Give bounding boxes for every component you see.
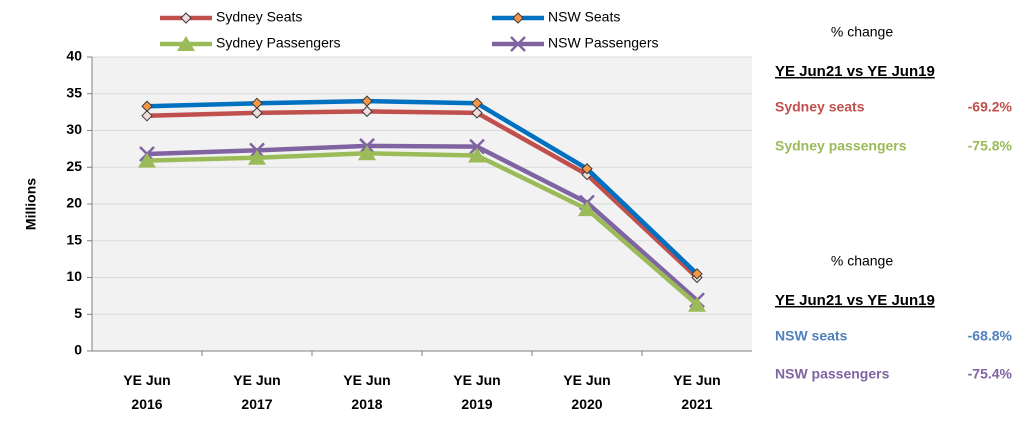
marker bbox=[469, 138, 485, 155]
marker bbox=[141, 110, 153, 122]
y-tick-label: 5 bbox=[74, 305, 82, 321]
x-tick-label-line: YE Jun bbox=[563, 372, 610, 388]
x-tick-label: YE Jun 2018 bbox=[343, 372, 390, 412]
marker bbox=[688, 296, 706, 312]
panel-row-label: NSW passengers bbox=[775, 366, 890, 382]
x-tick-label: YE Jun 2020 bbox=[563, 372, 610, 412]
marker bbox=[581, 163, 593, 175]
panel-row-label: NSW seats bbox=[775, 328, 848, 344]
y-axis-label: Millions bbox=[23, 178, 39, 230]
x-tick-label-line: YE Jun bbox=[123, 372, 170, 388]
x-tick-label-line: YE Jun bbox=[343, 372, 390, 388]
marker bbox=[358, 145, 376, 161]
legend-label: Sydney Passengers bbox=[216, 35, 341, 51]
x-tick-label: YE Jun 2019 bbox=[453, 372, 500, 412]
series-line bbox=[146, 109, 699, 280]
panel-heading: YE Jun21 vs YE Jun19 bbox=[775, 292, 935, 309]
panel-row-value: -75.4% bbox=[968, 366, 1013, 382]
y-tick-label: 15 bbox=[66, 231, 82, 247]
panel-heading: YE Jun21 vs YE Jun19 bbox=[775, 63, 935, 80]
x-tick-label-line: YE Jun bbox=[453, 372, 500, 388]
series-line bbox=[146, 98, 699, 276]
marker bbox=[471, 107, 483, 119]
marker bbox=[138, 152, 156, 168]
x-tick-label-line: 2021 bbox=[681, 396, 712, 412]
panel-row-label: Sydney seats bbox=[775, 99, 865, 115]
marker bbox=[578, 201, 596, 217]
panel-title: % change bbox=[831, 253, 893, 269]
y-tick-label: 25 bbox=[66, 158, 82, 174]
x-tick-label: YE Jun 2021 bbox=[673, 372, 720, 412]
x-tick-label-line: 2019 bbox=[461, 396, 492, 412]
legend-label: NSW Seats bbox=[548, 9, 620, 25]
marker bbox=[251, 107, 263, 119]
x-tick-label-line: 2017 bbox=[241, 396, 272, 412]
marker bbox=[251, 97, 263, 110]
series-line bbox=[146, 143, 699, 302]
panel-row-value: -69.2% bbox=[968, 99, 1013, 115]
y-tick-label: 10 bbox=[66, 268, 82, 284]
x-tick-label-line: YE Jun bbox=[673, 372, 720, 388]
legend-marker bbox=[180, 12, 192, 24]
marker bbox=[361, 95, 373, 107]
legend-label: NSW Passengers bbox=[548, 35, 658, 51]
x-tick-label: YE Jun 2016 bbox=[123, 372, 170, 412]
y-tick-label: 35 bbox=[66, 84, 82, 100]
x-tick-label: YE Jun 2017 bbox=[233, 372, 280, 412]
marker bbox=[141, 100, 153, 112]
marker bbox=[248, 149, 266, 165]
marker bbox=[468, 147, 486, 163]
legend-label: Sydney Seats bbox=[216, 9, 302, 25]
y-tick-label: 30 bbox=[66, 121, 82, 137]
x-tick-label-line: 2016 bbox=[131, 396, 162, 412]
series-line bbox=[146, 151, 699, 307]
legend-marker bbox=[510, 36, 526, 52]
y-tick-label: 0 bbox=[74, 342, 82, 358]
legend-marker bbox=[177, 36, 195, 51]
x-tick-label-line: YE Jun bbox=[233, 372, 280, 388]
marker bbox=[691, 268, 703, 280]
y-tick-label: 20 bbox=[66, 195, 82, 211]
y-tick-label: 40 bbox=[66, 48, 82, 64]
x-tick-label-line: 2020 bbox=[571, 396, 602, 412]
marker bbox=[361, 105, 373, 118]
panel-row-label: Sydney passengers bbox=[775, 138, 907, 154]
panel-row-value: -75.8% bbox=[968, 138, 1013, 154]
x-tick-label-line: 2018 bbox=[351, 396, 382, 412]
panel-row-value: -68.8% bbox=[968, 328, 1013, 344]
marker bbox=[471, 97, 483, 110]
panel-title: % change bbox=[831, 24, 893, 40]
legend-marker bbox=[512, 12, 524, 24]
